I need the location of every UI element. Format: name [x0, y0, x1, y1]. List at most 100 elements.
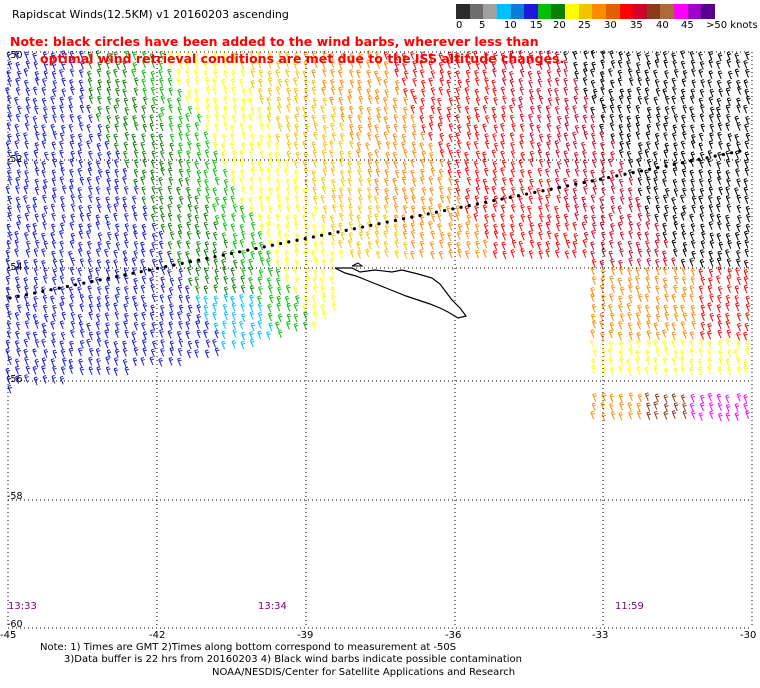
wind-barb — [709, 410, 714, 420]
wind-barb — [204, 311, 209, 321]
wind-barb — [320, 194, 326, 204]
wind-barb — [141, 223, 147, 233]
wind-barb — [475, 223, 480, 232]
wind-barb — [527, 60, 533, 69]
wind-barb — [412, 77, 418, 87]
wind-barb — [638, 142, 643, 151]
wind-barb — [339, 212, 344, 222]
wind-barb — [367, 115, 373, 125]
wind-barb — [97, 241, 102, 250]
wind-barb — [358, 105, 364, 115]
wind-barb — [41, 160, 46, 170]
wind-barb — [410, 250, 415, 260]
wind-barb — [178, 304, 184, 314]
wind-barb — [491, 61, 497, 70]
wind-barb — [158, 133, 164, 143]
wind-barb — [582, 150, 587, 159]
wind-barb — [131, 339, 137, 348]
wind-barb — [52, 304, 57, 314]
wind-barb — [671, 293, 677, 303]
wind-barb — [554, 140, 560, 149]
wind-barb — [464, 105, 470, 115]
wind-barb — [259, 241, 264, 251]
wind-barb — [735, 302, 740, 312]
wind-barb — [600, 50, 606, 59]
south-georgia-island-outline — [334, 267, 468, 319]
contamination-circle — [648, 167, 652, 171]
wind-barb — [70, 320, 76, 330]
wind-barb — [150, 284, 156, 293]
wind-barb — [248, 86, 253, 96]
wind-barb — [393, 114, 399, 123]
wind-barb — [582, 168, 588, 178]
wind-barb — [41, 213, 47, 222]
wind-barb — [167, 250, 172, 260]
wind-barb — [726, 258, 732, 267]
wind-barb — [745, 410, 750, 419]
wind-barb — [744, 140, 750, 150]
wind-barb — [618, 51, 624, 60]
wind-barb — [700, 276, 706, 286]
wind-barb — [518, 77, 524, 87]
wind-barb — [32, 97, 38, 107]
wind-barb — [79, 60, 85, 70]
wind-barb — [168, 195, 174, 205]
wind-barb — [700, 394, 705, 404]
wind-barb — [15, 375, 20, 384]
wind-barb — [653, 356, 659, 366]
wind-barb — [340, 177, 346, 187]
wind-barb — [600, 214, 606, 224]
wind-barb — [572, 105, 577, 114]
wind-barb — [320, 304, 326, 313]
wind-barb — [590, 50, 596, 59]
wind-barb — [374, 133, 380, 143]
wind-barb — [627, 187, 633, 196]
wind-barb — [106, 221, 111, 230]
wind-barb — [690, 223, 696, 232]
wind-barb — [698, 132, 704, 142]
wind-barb — [348, 231, 354, 241]
wind-barb — [698, 97, 704, 107]
wind-barb — [736, 356, 742, 366]
wind-barb — [737, 366, 742, 375]
lon-label-39: -39 — [297, 630, 314, 641]
color-swatch — [565, 4, 579, 19]
wind-barb — [538, 205, 543, 215]
wind-barb — [61, 214, 67, 223]
wind-barb — [635, 267, 641, 277]
wind-barb — [654, 275, 660, 285]
wind-barb — [473, 160, 479, 170]
wind-barb — [482, 60, 488, 70]
wind-barb — [608, 88, 613, 98]
wind-barb — [546, 159, 552, 169]
wind-barb — [106, 96, 112, 105]
wind-barb — [212, 203, 217, 212]
wind-barb — [745, 347, 750, 356]
wind-barb — [96, 295, 102, 305]
wind-barb — [736, 331, 741, 341]
wind-barb — [78, 321, 84, 330]
wind-barb — [51, 223, 56, 233]
wind-barb — [538, 133, 544, 143]
wind-barb — [321, 59, 326, 69]
wind-barb — [293, 322, 299, 332]
wind-barb — [708, 204, 714, 213]
wind-barb — [646, 411, 651, 421]
wind-barb — [178, 115, 184, 125]
wind-barb — [267, 312, 273, 322]
wind-barb — [743, 259, 749, 269]
wind-barb — [250, 106, 255, 116]
wind-barb — [509, 114, 515, 124]
wind-barb — [302, 159, 308, 169]
wind-barb — [69, 50, 75, 60]
wind-barb — [87, 167, 93, 177]
wind-barb — [60, 331, 66, 341]
wind-barb — [664, 142, 670, 152]
wind-barb — [537, 78, 543, 88]
wind-barb — [222, 222, 228, 231]
wind-barb — [689, 50, 695, 60]
wind-barb — [177, 311, 182, 320]
wind-barb — [214, 329, 220, 339]
wind-barb — [213, 231, 218, 241]
contamination-circle — [615, 174, 619, 178]
